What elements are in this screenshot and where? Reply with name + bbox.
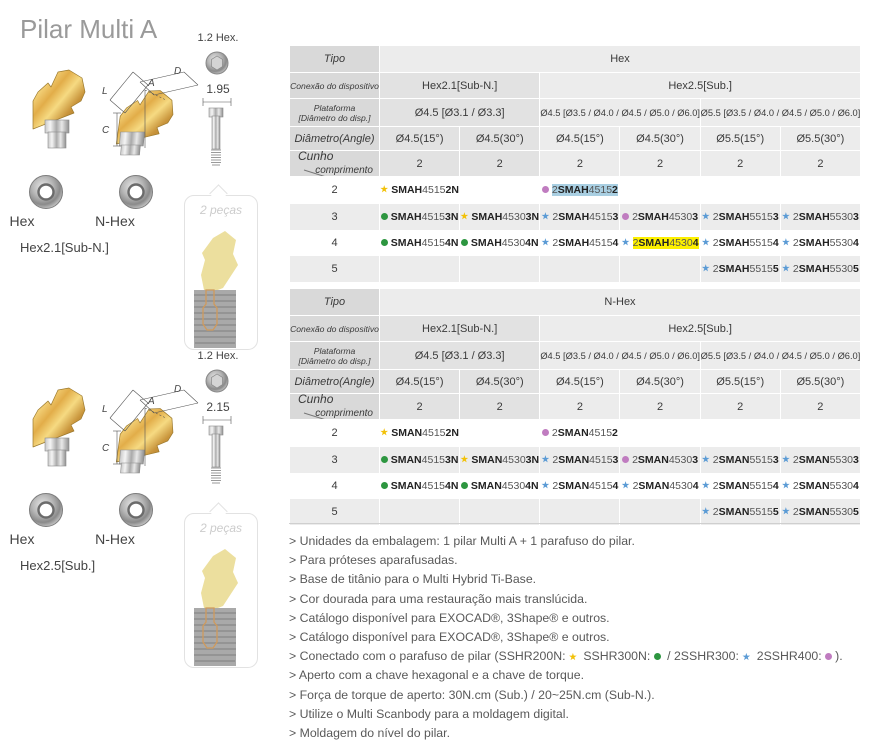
svg-text:L: L bbox=[102, 404, 108, 415]
svg-text:C: C bbox=[102, 443, 110, 454]
svg-text:D: D bbox=[174, 384, 181, 395]
svg-text:A: A bbox=[147, 396, 155, 407]
